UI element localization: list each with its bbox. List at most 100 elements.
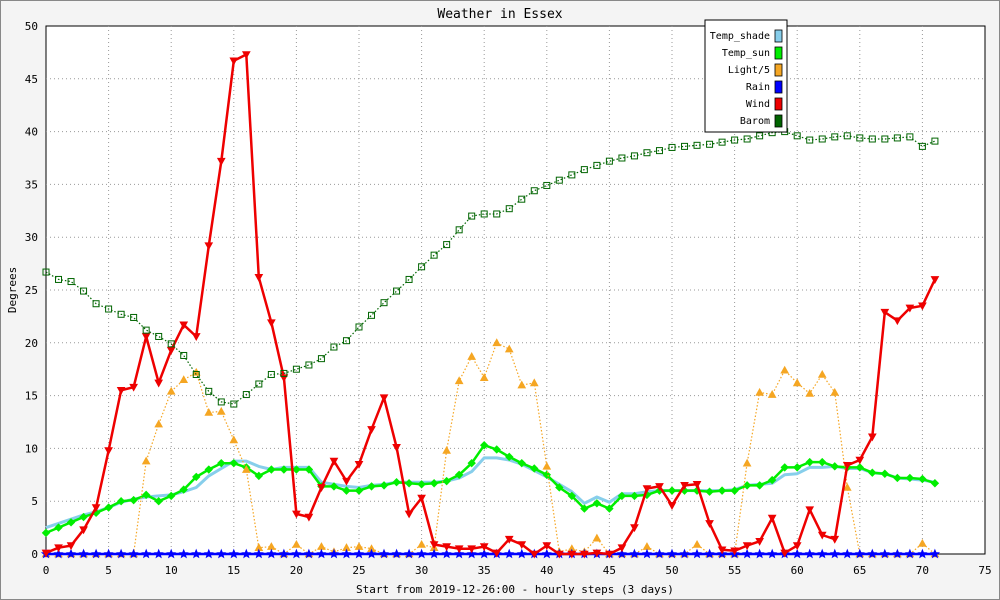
data-point xyxy=(455,226,463,234)
data-point xyxy=(842,461,852,470)
data-point xyxy=(79,512,88,522)
data-point xyxy=(667,502,677,510)
y-tick-label: 45 xyxy=(25,73,38,86)
data-point xyxy=(355,323,363,331)
data-point xyxy=(643,149,651,157)
data-point xyxy=(342,337,350,345)
data-point xyxy=(868,135,876,143)
data-point xyxy=(667,486,677,495)
data-point xyxy=(529,378,539,387)
data-point xyxy=(67,278,75,286)
data-point xyxy=(555,176,563,184)
data-point xyxy=(830,387,840,396)
data-point xyxy=(505,205,513,213)
data-point xyxy=(292,465,301,474)
data-point xyxy=(630,491,639,501)
data-point xyxy=(117,310,125,318)
data-point xyxy=(253,548,264,559)
data-point xyxy=(467,458,476,468)
data-point xyxy=(216,548,227,559)
data-point xyxy=(880,308,890,317)
data-point xyxy=(154,496,163,506)
data-point xyxy=(65,548,77,559)
data-point xyxy=(303,548,315,559)
data-point xyxy=(378,548,390,559)
data-point xyxy=(454,548,465,559)
legend-label: Temp_shade xyxy=(710,31,770,42)
data-point xyxy=(530,464,539,473)
data-point xyxy=(855,463,865,472)
data-point xyxy=(442,543,451,552)
data-point xyxy=(754,548,765,559)
data-point xyxy=(141,548,152,559)
data-point xyxy=(205,387,213,395)
data-point xyxy=(341,548,352,559)
data-point xyxy=(418,263,426,271)
data-point xyxy=(893,317,902,326)
data-point xyxy=(467,351,477,360)
data-point xyxy=(541,548,552,559)
data-point xyxy=(742,458,752,467)
data-point xyxy=(856,134,864,142)
data-point xyxy=(618,154,626,162)
data-point xyxy=(417,480,426,489)
data-point xyxy=(329,457,339,466)
data-point xyxy=(617,491,627,501)
data-point xyxy=(655,147,663,155)
data-point xyxy=(54,544,63,553)
data-point xyxy=(792,463,802,472)
y-axis-label: Degrees xyxy=(6,267,19,313)
data-point xyxy=(116,387,126,395)
data-point xyxy=(278,548,290,559)
data-point xyxy=(755,387,764,396)
data-point xyxy=(141,333,151,341)
data-point xyxy=(492,549,502,558)
y-tick-label: 0 xyxy=(31,548,38,561)
y-axis-ticks: 0 5 10 15 20 25 30 35 40 45 50 xyxy=(25,20,38,561)
data-point xyxy=(706,140,714,148)
data-point xyxy=(304,513,314,522)
y-tick-label: 20 xyxy=(25,337,38,350)
data-point xyxy=(228,548,239,559)
data-point xyxy=(867,433,877,442)
data-point xyxy=(291,548,302,559)
data-point xyxy=(166,346,176,355)
data-point xyxy=(518,195,526,203)
data-point xyxy=(492,338,502,347)
data-point xyxy=(142,326,150,334)
data-point xyxy=(179,375,189,384)
data-point xyxy=(254,471,264,481)
x-axis-label: Start from 2019-12-26:00 - hourly steps … xyxy=(356,583,674,596)
data-point xyxy=(66,518,76,527)
data-point xyxy=(429,479,439,488)
x-tick-label: 60 xyxy=(791,564,804,577)
x-tick-label: 10 xyxy=(165,564,178,577)
data-point xyxy=(855,456,865,465)
data-point xyxy=(767,514,777,523)
data-point xyxy=(92,300,100,308)
data-point xyxy=(892,548,903,559)
data-point xyxy=(217,458,226,468)
data-point xyxy=(806,136,814,144)
legend-label: Rain xyxy=(746,82,770,93)
x-tick-label: 50 xyxy=(665,564,678,577)
data-point xyxy=(330,343,338,351)
data-point xyxy=(229,435,239,444)
x-tick-label: 70 xyxy=(916,564,929,577)
data-point xyxy=(153,548,164,559)
data-point xyxy=(254,274,264,282)
data-point xyxy=(180,351,188,359)
data-point xyxy=(479,373,489,381)
data-point xyxy=(392,477,401,487)
data-point xyxy=(930,276,940,284)
data-point xyxy=(393,287,401,295)
data-point xyxy=(917,548,928,559)
data-point xyxy=(842,482,852,491)
data-point xyxy=(429,541,439,550)
data-point xyxy=(741,548,753,559)
data-point xyxy=(55,275,63,283)
data-point xyxy=(830,462,839,471)
x-tick-label: 55 xyxy=(728,564,741,577)
data-point xyxy=(404,510,414,519)
data-point xyxy=(818,457,827,467)
